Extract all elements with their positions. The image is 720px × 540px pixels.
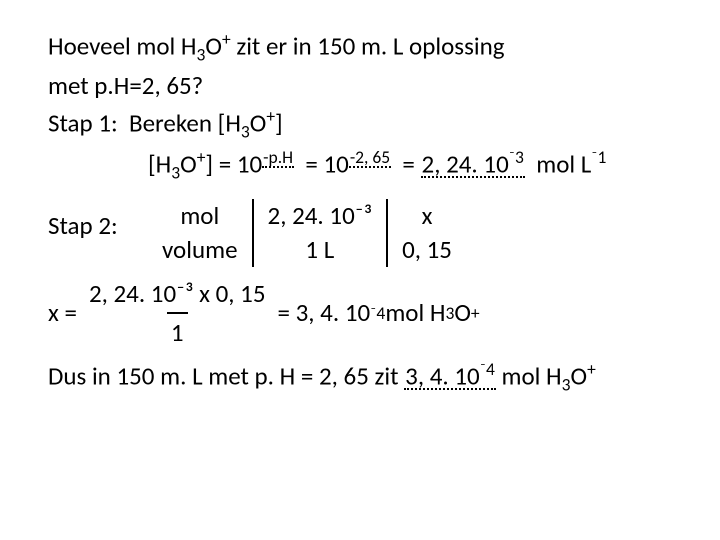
concl-value: 3, 4. 10⁻4: [404, 361, 496, 390]
solve-lhs: x =: [48, 296, 77, 330]
table-col-0: mol volume: [148, 199, 254, 267]
result-val: 2, 24. 10⁻3: [421, 149, 525, 178]
table-col-2: x 0, 15: [388, 199, 466, 267]
step1-text-pre: Bereken [H: [129, 107, 241, 138]
eq-lhs-sub: 3: [171, 161, 180, 183]
eq-eq2: =: [402, 148, 414, 179]
step1-label: Stap 1:: [48, 107, 118, 138]
solve-denominator: 1: [167, 312, 188, 350]
table-header-0: mol: [162, 199, 238, 233]
solve-equation: x = 2, 24. 10⁻³ x 0, 15 1 = 3, 4. 10⁻4 m…: [48, 277, 672, 351]
solve-sub: 3: [445, 302, 454, 326]
step1-text-mid: O: [250, 107, 267, 138]
conclusion: Dus in 150 m. L met p. H = 2, 65 zit 3, …: [48, 358, 672, 397]
exp1: -p.H: [262, 149, 294, 169]
concl-post-pre: mol H: [496, 360, 562, 391]
eq-eq1: = 10: [305, 148, 348, 179]
table-col-1: 2, 24. 10⁻³ 1 L: [254, 199, 389, 267]
solve-eq: = 3, 4. 10: [278, 296, 371, 330]
unit-pre: mol L: [536, 148, 591, 179]
q1-pre: Hoeveel mol H: [48, 30, 197, 61]
q1-mid: O: [205, 30, 222, 61]
step2-label: Stap 2:: [48, 199, 148, 243]
solve-exp: ⁻4: [370, 302, 385, 326]
q1-post: zit er in 150 m. L oplossing: [231, 30, 505, 61]
table-row-1: 1 L: [268, 233, 373, 267]
concl-pre: Dus in 150 m. L met p. H = 2, 65 zit: [48, 360, 404, 391]
exp2: -2, 65: [349, 149, 391, 169]
table-row-0: volume: [162, 233, 238, 267]
eq-lhs-pre: [H: [148, 148, 171, 179]
solve-numerator: 2, 24. 10⁻³ x 0, 15: [85, 277, 270, 313]
step1-text-post: ]: [275, 107, 283, 138]
step1-text-sub: 3: [241, 120, 250, 142]
concl-sup: +: [587, 358, 596, 380]
table-row-2: 0, 15: [402, 233, 452, 267]
q1-sup: +: [222, 28, 231, 50]
step1-equation: [H3O+] = 10-p.H = 10-2, 65 = 2, 24. 10⁻3…: [48, 146, 672, 185]
solve-fraction: 2, 24. 10⁻³ x 0, 15 1: [85, 277, 270, 351]
question-line-2: met p.H=2, 65?: [48, 69, 672, 103]
solve-unit-pre: mol H: [385, 296, 445, 330]
step1-text-sup: +: [266, 105, 275, 127]
solve-sup: +: [471, 302, 480, 326]
solve-mid: O: [454, 296, 471, 330]
concl-mid: O: [571, 360, 588, 391]
question-line-1: Hoeveel mol H3O+ zit er in 150 m. L oplo…: [48, 28, 672, 67]
proportion-table: mol volume 2, 24. 10⁻³ 1 L x 0, 15: [148, 199, 466, 267]
table-header-1: 2, 24. 10⁻³: [268, 199, 373, 233]
step1-header: Stap 1: Bereken [H3O+]: [48, 105, 672, 144]
step2-block: Stap 2: mol volume 2, 24. 10⁻³ 1 L x 0, …: [48, 199, 672, 267]
table-header-2: x: [402, 199, 452, 233]
eq-lhs-post: ] = 10: [205, 148, 262, 179]
q2: met p.H=2, 65?: [48, 70, 203, 101]
concl-sub: 3: [562, 373, 571, 395]
eq-lhs-mid: O: [180, 148, 197, 179]
unit-exp: ⁻1: [591, 146, 606, 168]
